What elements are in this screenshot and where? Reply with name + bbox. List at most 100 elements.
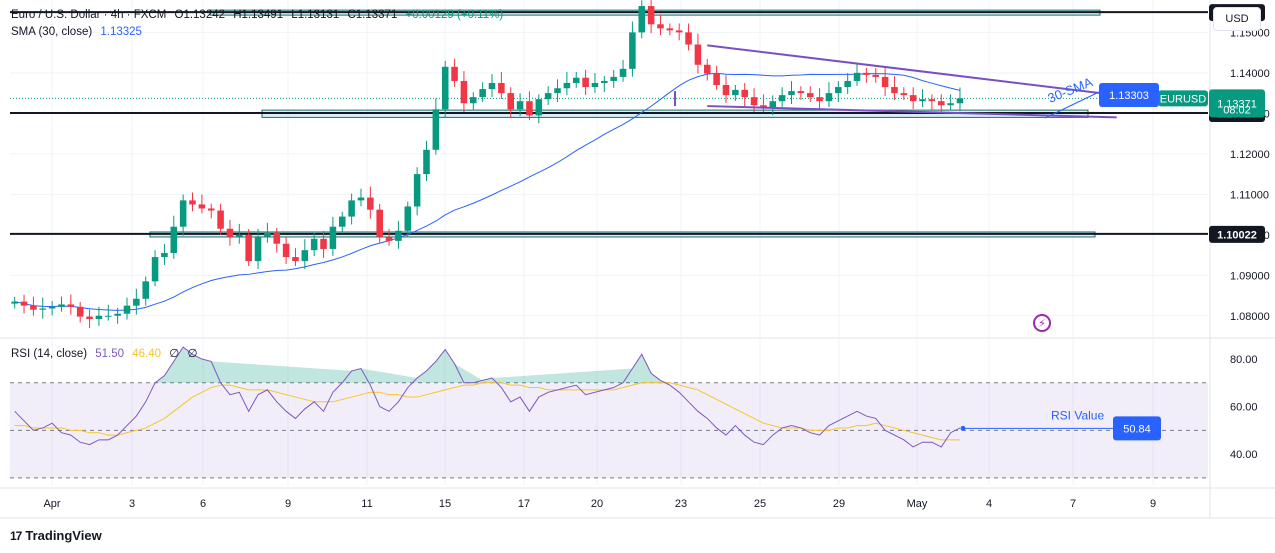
candle-body [937,101,945,106]
candle-body [441,66,449,110]
time-tick-label: 17 [518,498,530,510]
candle-body [825,93,833,102]
symbol-title: Euro / U.S. Dollar · 4h · FXCM [11,9,167,21]
countdown-text: 08:02 [1223,104,1251,116]
symbol-tag-text: EURUSD [1160,93,1207,105]
candle-body [58,304,65,307]
candle-body [376,209,383,237]
candle-body [282,243,290,258]
candle-body [554,88,561,94]
rsi-legend[interactable]: RSI (14, close) 51.50 46.40 ∅ ∅ [11,346,203,360]
rsi-tick-label: 80.00 [1230,354,1258,366]
rsi-annotation-text: RSI Value [1051,408,1104,422]
candle-body [104,315,112,317]
current-price-tag: 1.13371 [1209,89,1265,118]
sma-legend-value: 1.13325 [100,26,142,38]
rsi-band-fill [10,382,1208,478]
ohlc-high: H1.13491 [233,9,284,21]
price-tick-label: 1.11000 [1230,189,1269,201]
candle-body [179,200,187,227]
candle-body [20,301,28,306]
trendlines: 30-SMA [674,44,1117,119]
chart-grid [0,0,1275,519]
time-tick-label: May [907,498,928,510]
candle-body [741,89,748,98]
candle-body [264,232,271,237]
candle-body [535,99,543,116]
candle-body [95,315,103,319]
candle-body [647,6,655,25]
tradingview-logo[interactable]: 17 TradingView [10,528,102,543]
candle-body [301,250,309,262]
candle-body [835,87,842,94]
candle-body [451,66,458,81]
candle-body [48,306,56,309]
time-tick-label: 9 [285,498,291,510]
time-tick-label: 3 [129,498,135,510]
ohlc-change: +0.00129 (+0.11%) [405,9,504,21]
time-tick-label: 9 [1150,498,1156,510]
rsi-legend-label: RSI (14, close) [11,348,88,360]
candle-body [657,24,664,29]
rsi-overbought-fill [155,347,670,383]
rsi-extra-1: ∅ [169,348,180,360]
sma-legend[interactable]: SMA (30, close) 1.13325 [11,26,147,38]
tv-logo-icon: 17 [10,528,22,543]
candle-body [900,93,908,96]
ohlc-close: C1.13371 [347,9,398,21]
currency-button[interactable]: USD [1213,7,1261,31]
time-tick-label: 29 [833,498,845,510]
current-price-tag-bg [1209,89,1265,118]
lower-trendline [707,105,1117,119]
ohlc-open: O1.13242 [174,9,226,21]
sma-value-box: 1.13303 [1099,83,1159,107]
candle-body [404,206,412,231]
time-tick-label: Apr [43,498,60,510]
time-tick-label: 6 [200,498,206,510]
candle-body [39,308,47,310]
symbol-tag-bg [1158,90,1208,107]
candle-body [245,234,252,262]
candle-body [338,216,346,227]
candle-body [516,101,524,110]
candle-body [189,200,196,205]
time-tick-label: 25 [754,498,766,510]
horizontal-levels [10,11,1208,235]
rsi-legend-value: 51.50 [95,348,125,360]
chart-header: Euro / U.S. Dollar · 4h · FXCM O1.13242 … [11,9,508,21]
candle-body [919,99,926,102]
candle-body [685,32,692,45]
candle-body [797,91,805,94]
candle-body [806,93,814,98]
candle-body [694,44,702,65]
candle-body [563,82,571,89]
time-tick-label: 20 [591,498,603,510]
candle-body [329,226,337,249]
rsi-extra-2: ∅ [187,348,198,360]
candle-body [572,77,580,83]
upper-trendline [707,44,1117,97]
candle-body [675,30,683,33]
sma-value-box-bg [1099,83,1159,107]
candle-body [123,305,131,314]
candle-body [703,64,711,74]
candlesticks [11,0,964,328]
candle-body [909,95,917,102]
sma-annotation-text: 30-SMA [1046,74,1095,106]
candle-body [385,236,393,241]
candle-body [30,305,37,310]
price-labels: 1.155021.130101.100221.1337108:02EURUSD1… [1099,4,1265,441]
rsi-line [14,346,961,448]
candle-body [161,253,168,258]
candle-body [844,80,851,88]
candle-body [544,93,552,100]
sma-legend-label: SMA (30, close) [11,26,93,38]
candle-body [170,226,178,254]
rsi-value-box-text: 50.84 [1123,423,1151,435]
level-price-tag: 1.10022 [1209,225,1265,243]
lightning-icon[interactable]: ⚡ [1033,314,1051,332]
level-price-tag-text: 1.10022 [1217,229,1257,241]
candle-body [114,313,121,316]
candle-body [207,208,215,211]
